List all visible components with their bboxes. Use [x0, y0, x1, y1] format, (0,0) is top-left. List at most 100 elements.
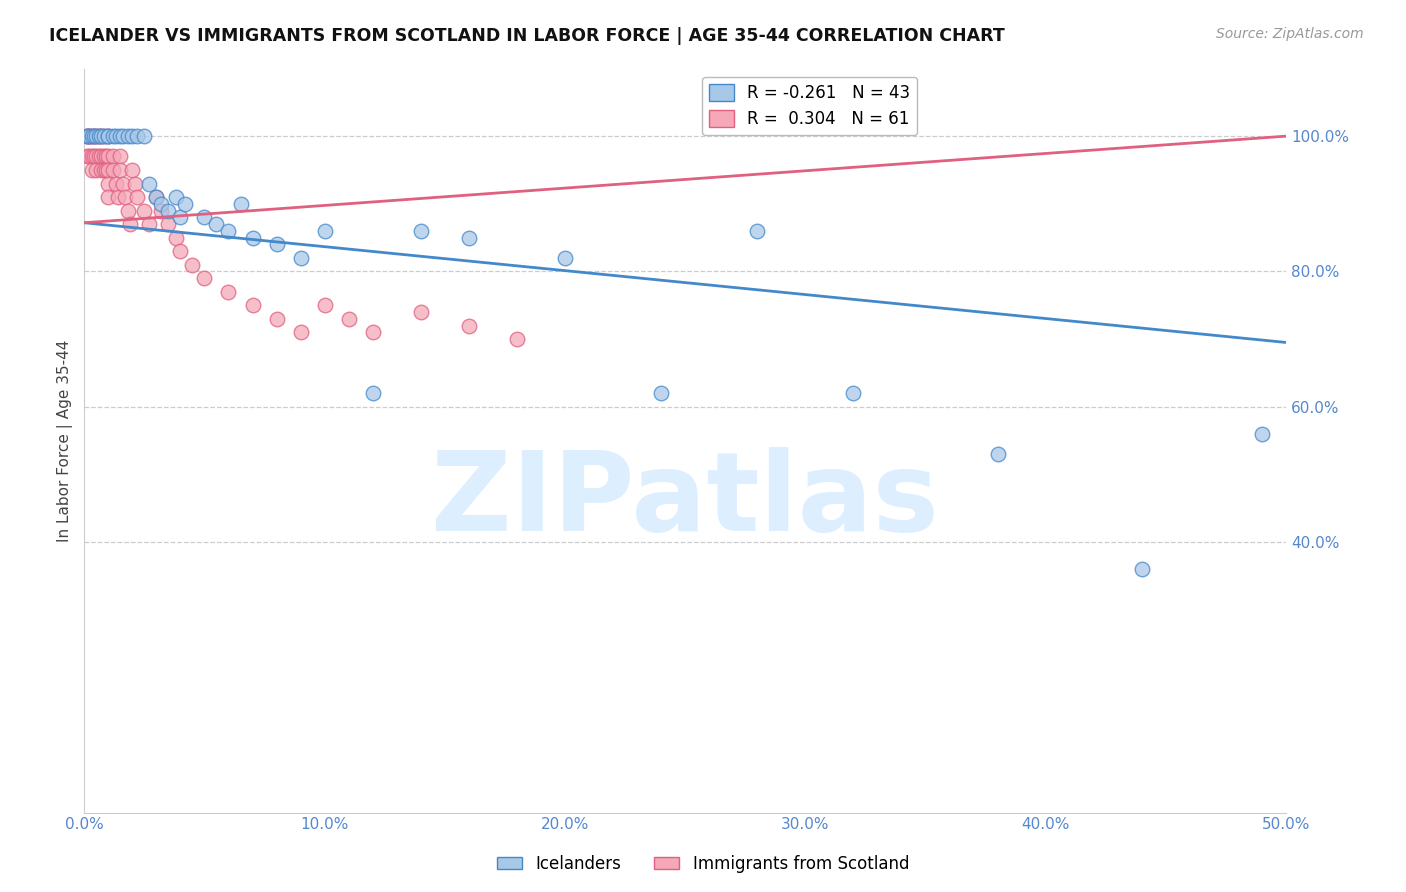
Point: [101, 129, 124, 144]
Point: [409, 305, 432, 319]
Point: [101, 163, 124, 178]
Point: [83, 129, 105, 144]
Point: [90, 163, 112, 178]
Point: [83, 149, 105, 163]
Point: [1130, 562, 1153, 576]
Point: [110, 149, 132, 163]
Point: [121, 163, 143, 178]
Legend: Icelanders, Immigrants from Scotland: Icelanders, Immigrants from Scotland: [491, 848, 915, 880]
Point: [94, 163, 117, 178]
Point: [747, 224, 769, 238]
Point: [90, 129, 112, 144]
Point: [117, 203, 139, 218]
Point: [101, 149, 124, 163]
Point: [97, 129, 120, 144]
Point: [87, 149, 110, 163]
Point: [157, 217, 180, 231]
Point: [409, 224, 432, 238]
Point: [145, 190, 167, 204]
Point: [84, 149, 107, 163]
Point: [84, 163, 107, 178]
Point: [94, 149, 117, 163]
Text: Source: ZipAtlas.com: Source: ZipAtlas.com: [1216, 27, 1364, 41]
Point: [229, 196, 252, 211]
Point: [77, 129, 100, 144]
Point: [111, 129, 134, 144]
Point: [314, 224, 336, 238]
Point: [290, 251, 312, 265]
Point: [121, 129, 143, 144]
Point: [266, 237, 288, 252]
Text: ZIPatlas: ZIPatlas: [432, 447, 939, 554]
Point: [127, 129, 149, 144]
Point: [84, 129, 107, 144]
Point: [87, 129, 110, 144]
Point: [506, 332, 529, 346]
Point: [650, 386, 672, 401]
Point: [218, 224, 240, 238]
Point: [169, 211, 191, 225]
Point: [174, 196, 197, 211]
Point: [77, 129, 100, 144]
Point: [77, 129, 100, 144]
Point: [83, 129, 105, 144]
Point: [90, 129, 112, 144]
Point: [76, 149, 98, 163]
Point: [157, 203, 180, 218]
Point: [93, 149, 115, 163]
Point: [1251, 426, 1274, 441]
Point: [76, 129, 98, 144]
Point: [97, 190, 120, 204]
Point: [76, 129, 98, 144]
Point: [554, 251, 576, 265]
Point: [124, 177, 146, 191]
Point: [242, 230, 264, 244]
Point: [169, 244, 191, 259]
Legend: R = -0.261   N = 43, R =  0.304   N = 61: R = -0.261 N = 43, R = 0.304 N = 61: [703, 77, 917, 135]
Point: [97, 129, 120, 144]
Point: [150, 203, 173, 218]
Point: [76, 129, 98, 144]
Point: [457, 230, 479, 244]
Point: [138, 217, 160, 231]
Point: [80, 163, 103, 178]
Point: [97, 149, 120, 163]
Point: [193, 211, 215, 225]
Point: [218, 285, 240, 299]
Point: [110, 163, 132, 178]
Point: [97, 177, 120, 191]
Point: [110, 129, 132, 144]
Point: [181, 258, 204, 272]
Point: [93, 163, 115, 178]
Point: [90, 149, 112, 163]
Point: [290, 326, 312, 340]
Point: [165, 230, 187, 244]
Point: [314, 298, 336, 312]
Point: [84, 129, 107, 144]
Point: [165, 190, 187, 204]
Point: [104, 129, 127, 144]
Point: [97, 163, 120, 178]
Point: [242, 298, 264, 312]
Point: [111, 177, 134, 191]
Point: [114, 190, 136, 204]
Point: [193, 271, 215, 285]
Point: [93, 129, 115, 144]
Point: [266, 311, 288, 326]
Point: [457, 318, 479, 333]
Point: [117, 129, 139, 144]
Point: [987, 447, 1010, 461]
Point: [205, 217, 228, 231]
Point: [87, 129, 110, 144]
Point: [118, 217, 141, 231]
Point: [107, 190, 129, 204]
Text: ICELANDER VS IMMIGRANTS FROM SCOTLAND IN LABOR FORCE | AGE 35-44 CORRELATION CHA: ICELANDER VS IMMIGRANTS FROM SCOTLAND IN…: [49, 27, 1005, 45]
Point: [127, 190, 149, 204]
Point: [104, 177, 127, 191]
Point: [361, 326, 384, 340]
Point: [842, 386, 865, 401]
Point: [77, 149, 100, 163]
Point: [361, 386, 384, 401]
Y-axis label: In Labor Force | Age 35-44: In Labor Force | Age 35-44: [58, 339, 73, 541]
Point: [337, 311, 360, 326]
